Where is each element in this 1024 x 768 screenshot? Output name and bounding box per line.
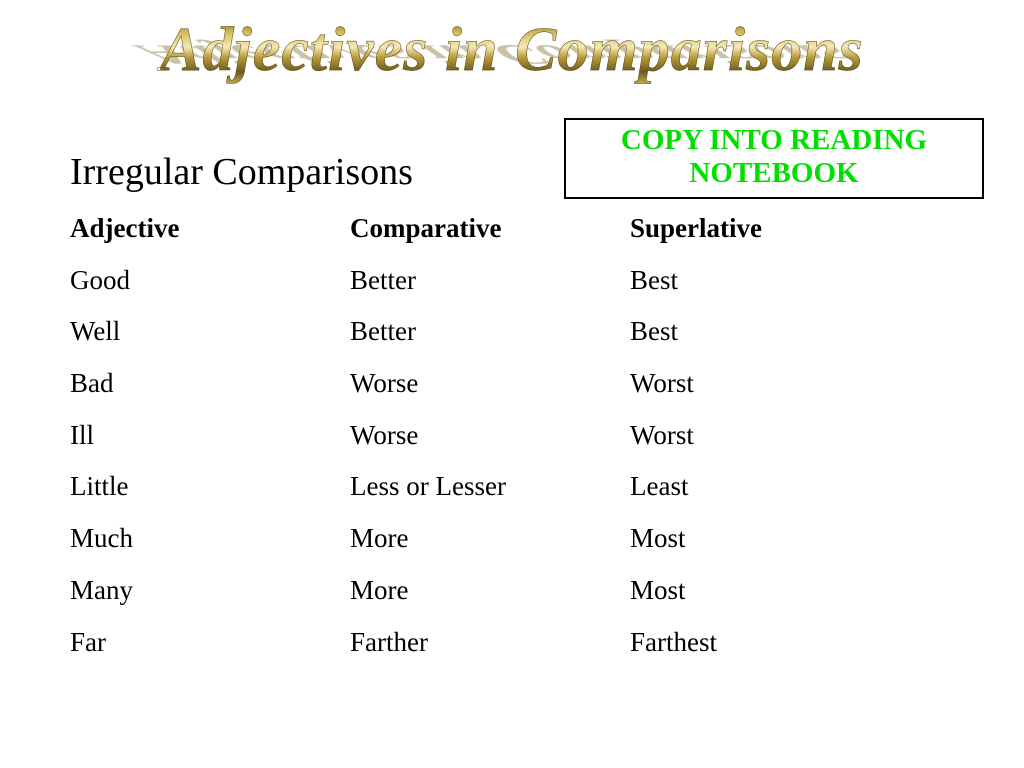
table-row: Much More Most bbox=[70, 524, 954, 554]
cell-superlative: Best bbox=[630, 266, 954, 296]
table-row: Many More Most bbox=[70, 576, 954, 606]
table-row: Good Better Best bbox=[70, 266, 954, 296]
table-row: Bad Worse Worst bbox=[70, 369, 954, 399]
cell-superlative: Least bbox=[630, 472, 954, 502]
cell-adjective: Ill bbox=[70, 421, 350, 451]
cell-comparative: Worse bbox=[350, 421, 630, 451]
cell-superlative: Worst bbox=[630, 421, 954, 451]
cell-superlative: Farthest bbox=[630, 628, 954, 658]
cell-adjective: Well bbox=[70, 317, 350, 347]
cell-adjective: Bad bbox=[70, 369, 350, 399]
cell-adjective: Little bbox=[70, 472, 350, 502]
col-header-comparative: Comparative bbox=[350, 214, 630, 244]
slide-title: Adjectives in Comparisons bbox=[160, 15, 864, 86]
cell-superlative: Most bbox=[630, 576, 954, 606]
table-row: Ill Worse Worst bbox=[70, 421, 954, 451]
col-header-adjective: Adjective bbox=[70, 214, 350, 244]
cell-comparative: Less or Lesser bbox=[350, 472, 630, 502]
cell-comparative: More bbox=[350, 524, 630, 554]
cell-comparative: Better bbox=[350, 317, 630, 347]
cell-adjective: Much bbox=[70, 524, 350, 554]
cell-comparative: Better bbox=[350, 266, 630, 296]
cell-adjective: Far bbox=[70, 628, 350, 658]
table-header-row: Adjective Comparative Superlative bbox=[70, 214, 954, 244]
cell-superlative: Worst bbox=[630, 369, 954, 399]
comparison-table: Adjective Comparative Superlative Good B… bbox=[70, 214, 954, 657]
cell-adjective: Many bbox=[70, 576, 350, 606]
table-row: Well Better Best bbox=[70, 317, 954, 347]
cell-adjective: Good bbox=[70, 266, 350, 296]
table-row: Little Less or Lesser Least bbox=[70, 472, 954, 502]
cell-comparative: Worse bbox=[350, 369, 630, 399]
slide: Adjectives in Comparisons Adjectives in … bbox=[0, 0, 1024, 768]
notebox-line1: COPY INTO READING bbox=[574, 124, 974, 157]
table-row: Far Farther Farthest bbox=[70, 628, 954, 658]
col-header-superlative: Superlative bbox=[630, 214, 954, 244]
cell-superlative: Most bbox=[630, 524, 954, 554]
title-container: Adjectives in Comparisons Adjectives in … bbox=[70, 10, 954, 120]
cell-superlative: Best bbox=[630, 317, 954, 347]
notebox-line2: NOTEBOOK bbox=[574, 157, 974, 190]
cell-comparative: More bbox=[350, 576, 630, 606]
cell-comparative: Farther bbox=[350, 628, 630, 658]
copy-notebook-callout: COPY INTO READING NOTEBOOK bbox=[564, 118, 984, 199]
